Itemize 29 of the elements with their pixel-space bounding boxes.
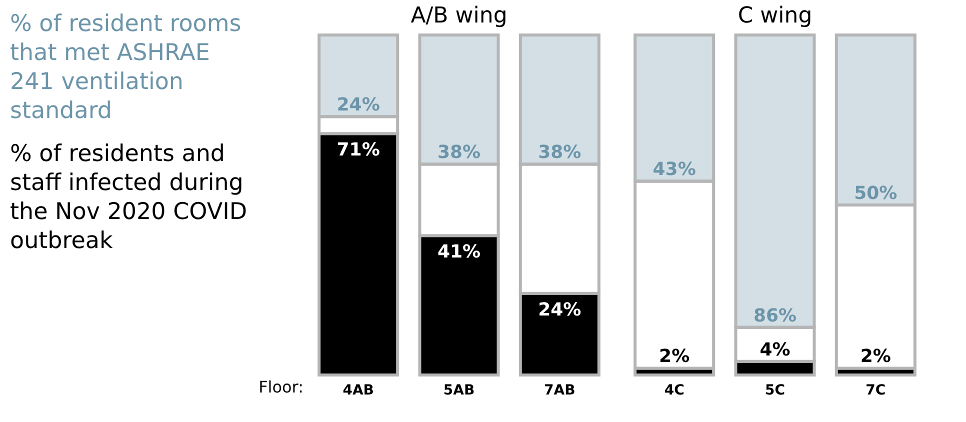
x-tick-label: 5C (764, 382, 786, 398)
data-label: 71% (336, 140, 380, 161)
x-tick-label: 5AB (443, 382, 475, 398)
bar (518, 34, 600, 166)
bar (634, 34, 716, 183)
data-label: 4% (760, 339, 790, 360)
x-tick-label: 7AB (544, 382, 576, 398)
data-label: 38% (437, 142, 481, 164)
data-label: 24% (538, 299, 582, 320)
bar (318, 34, 400, 118)
x-tick-label: 7C (866, 382, 886, 398)
data-label: 2% (659, 346, 690, 368)
data-label: 2% (860, 346, 891, 368)
chart-title: A/B wing (410, 4, 508, 28)
data-label: 50% (854, 183, 898, 204)
x-tick-label: 4AB (342, 382, 374, 398)
text: % of residents and staff infected during the Nov 2020 COVID outbreak (10, 140, 248, 256)
x-tick-label: 4C (664, 382, 684, 398)
data-label: 38% (538, 142, 582, 164)
data-label: 86% (753, 305, 797, 326)
x-axis-title: Floor: (258, 378, 304, 396)
bar (834, 34, 916, 206)
chart-title: C wing (738, 4, 812, 28)
text: % of resident rooms that met ASHRAE 241 ventilation standard (10, 10, 242, 126)
data-label: 24% (336, 94, 380, 116)
bar (418, 34, 500, 166)
data-label: 41% (437, 242, 481, 263)
data-label: 43% (652, 159, 696, 180)
bar (734, 34, 816, 329)
